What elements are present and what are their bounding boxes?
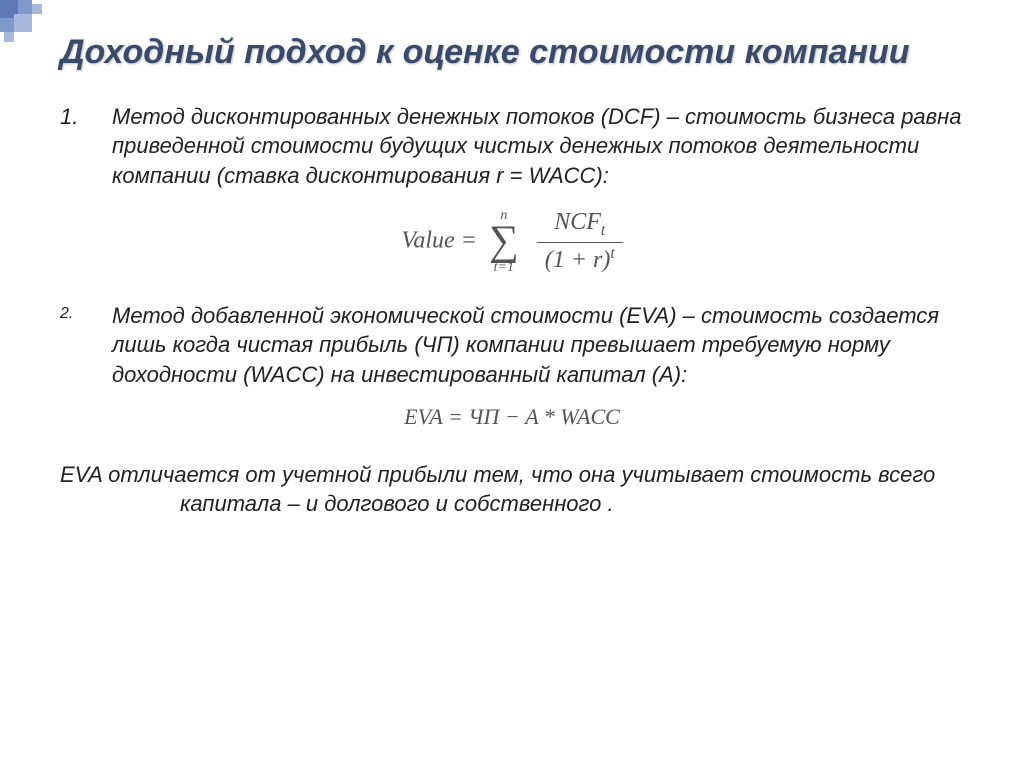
- fraction: NCFt (1 + r)t: [537, 209, 623, 274]
- summation-symbol: n ∑ t=1: [489, 209, 519, 275]
- formula-dcf: Value = n ∑ t=1 NCFt (1 + r)t: [60, 209, 964, 275]
- footnote: EVA отличается от учетной прибыли тем, ч…: [60, 460, 964, 519]
- point-2-text: Метод добавленной экономической стоимост…: [112, 301, 964, 390]
- point-2: 2. Метод добавленной экономической стоим…: [60, 301, 964, 390]
- corner-decoration: [0, 0, 60, 60]
- slide-title: Доходный подход к оценке стоимости компа…: [60, 24, 964, 82]
- point-2-number: 2.: [60, 301, 112, 390]
- point-1-text: Метод дисконтированных денежных потоков …: [112, 102, 964, 191]
- formula-eva: EVA = ЧП − A * WACC: [60, 404, 964, 430]
- point-1: 1. Метод дисконтированных денежных поток…: [60, 102, 964, 191]
- point-1-number: 1.: [60, 102, 112, 191]
- slide-content: Доходный подход к оценке стоимости компа…: [0, 0, 1024, 519]
- formula-lhs: Value =: [401, 227, 477, 253]
